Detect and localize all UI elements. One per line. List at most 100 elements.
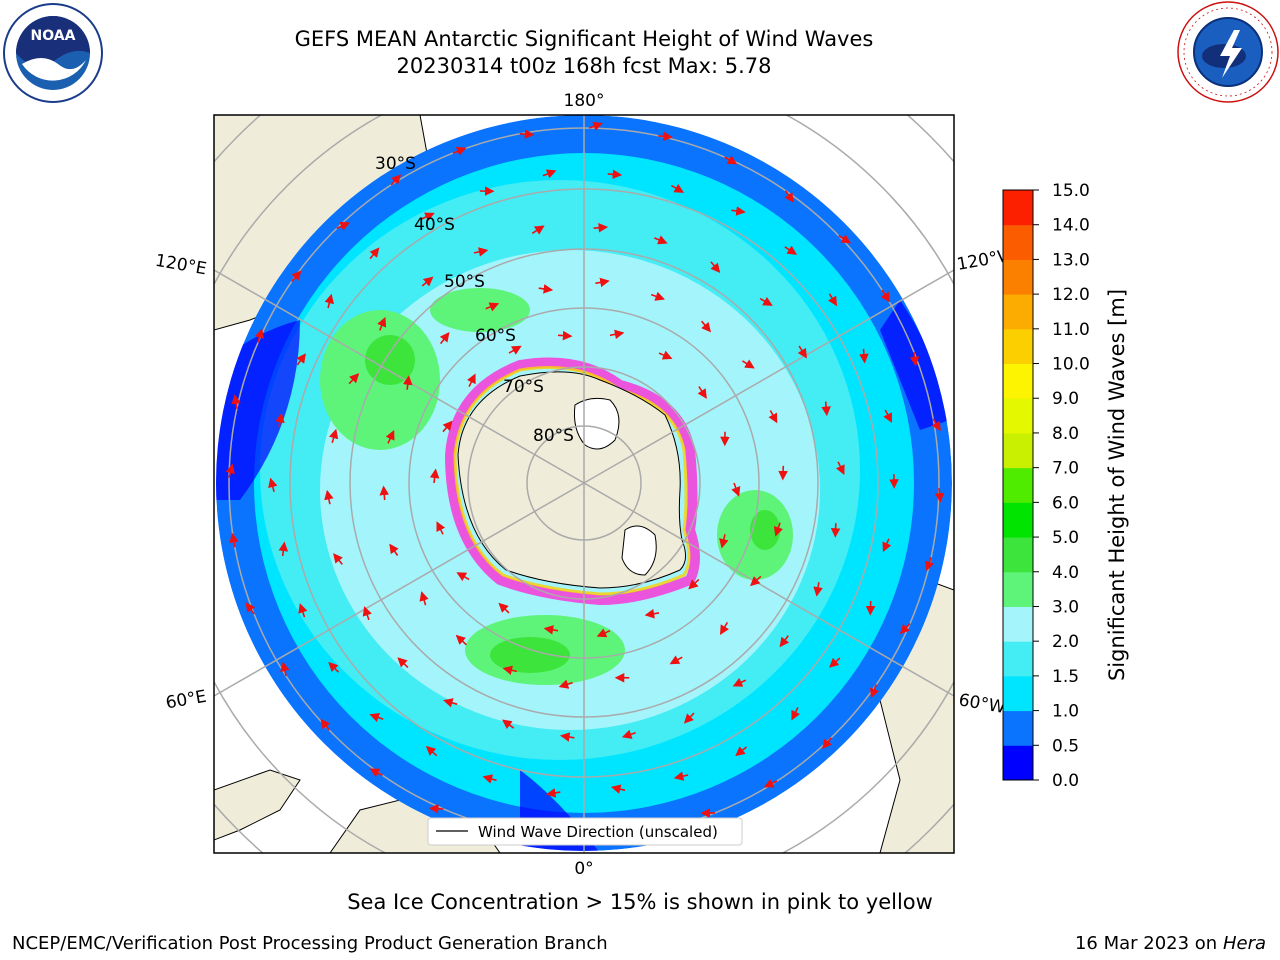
colorbar-tick-label: 5.0 (1052, 528, 1079, 548)
svg-text:NOAA: NOAA (31, 28, 76, 44)
colorbar-tick-label: 11.0 (1052, 320, 1090, 340)
wave-direction-arrow (750, 575, 762, 587)
colorbar-segment (1003, 467, 1033, 503)
wave-direction-arrow (485, 302, 500, 312)
footer-credit: NCEP/EMC/Verification Post Processing Pr… (12, 933, 608, 954)
colorbar-tick-label: 0.5 (1052, 736, 1079, 756)
wave-direction-arrow (731, 206, 746, 216)
colorbar-tick-label: 3.0 (1052, 597, 1079, 617)
wave-direction-arrow (421, 276, 434, 287)
wave-direction-arrow (362, 606, 372, 621)
wave-direction-arrow (428, 803, 444, 814)
wave-direction-arrow (324, 293, 334, 309)
wave-direction-arrow (883, 409, 893, 423)
colorbar-segment (1003, 571, 1033, 607)
chart-title: GEFS MEAN Antarctic Significant Height o… (294, 27, 874, 51)
wave-direction-arrow (595, 277, 610, 288)
sea-ice-caption: Sea Ice Concentration > 15% is shown in … (347, 890, 933, 914)
wave-direction-arrow (390, 174, 402, 186)
wave-direction-arrow (278, 541, 289, 557)
colorbar-segment (1003, 675, 1033, 712)
colorbar-segment (1003, 641, 1033, 677)
wave-direction-arrow (389, 543, 399, 556)
wave-direction-arrow (763, 778, 778, 788)
wave-direction-arrow (324, 489, 334, 505)
footer-date: 16 Mar 2023 on Hera (1075, 933, 1266, 954)
wave-direction-arrow (452, 146, 467, 156)
lat-label-30s: 30°S (375, 154, 416, 174)
wave-direction-arrow (543, 625, 559, 635)
wave-direction-arrow (610, 784, 626, 794)
colorbar-frame (1002, 189, 1034, 781)
wave-direction-arrow (596, 628, 611, 638)
wave-direction-arrow (466, 373, 476, 387)
wave-direction-arrow (502, 665, 517, 675)
wave-direction-arrow (829, 657, 841, 668)
colorbar-segment (1003, 328, 1033, 365)
wave-direction-arrow (609, 329, 625, 340)
colorbar-segment (1003, 294, 1033, 330)
wave-direction-arrow (498, 602, 510, 614)
colorbar-segment (1003, 363, 1033, 399)
chart-subtitle: 20230314 t00z 168h fcst Max: 5.78 (396, 54, 772, 78)
wave-direction-arrow (822, 737, 832, 750)
wave-direction-arrow (439, 332, 450, 345)
wave-direction-arrow (880, 289, 890, 303)
wave-direction-arrow (784, 190, 794, 203)
colorbar-segment (1003, 745, 1033, 781)
wave-direction-arrow (773, 522, 783, 537)
wave-direction-arrow (320, 718, 331, 731)
colorbar-label: Significant Height of Wind Waves [m] (1105, 289, 1129, 681)
wave-direction-arrow (442, 420, 453, 433)
colorbar-tick-label: 8.0 (1052, 424, 1079, 444)
wave-direction-arrow (784, 245, 798, 255)
lat-label-40s: 40°S (414, 215, 455, 235)
map-legend: Wind Wave Direction (unscaled) (427, 817, 743, 846)
wave-direction-arrow (280, 661, 290, 677)
wave-direction-arrow (385, 430, 395, 444)
wave-direction-arrow (621, 729, 636, 739)
colorbar-tick-label: 0.0 (1052, 771, 1079, 791)
colorbar-tick-label: 13.0 (1052, 250, 1090, 270)
wave-direction-arrow (759, 296, 773, 306)
wave-direction-arrow (455, 634, 467, 646)
wave-direction-arrow (658, 131, 673, 142)
wave-direction-arrow (425, 745, 438, 757)
wave-direction-arrow (778, 465, 788, 481)
wave-direction-arrow (835, 461, 845, 475)
wave-direction-arrow (369, 712, 384, 723)
wave-direction-arrow (719, 534, 729, 549)
wave-direction-arrow (254, 328, 265, 343)
wave-direction-arrow (650, 291, 666, 301)
wave-direction-arrow (688, 578, 700, 590)
wave-direction-arrow (719, 621, 729, 635)
colorbar-tick-label: 14.0 (1052, 216, 1090, 236)
wave-direction-arrow (231, 394, 241, 409)
wave-direction-arrow (838, 234, 852, 244)
lat-label-80s: 80°S (533, 426, 574, 446)
wave-direction-arrow (456, 572, 470, 582)
wave-direction-arrow (588, 121, 603, 131)
lat-label-50s: 50°S (444, 272, 485, 292)
colorbar-segment (1003, 259, 1033, 295)
colorbar-tick-label: 15.0 (1052, 181, 1090, 201)
colorbar-tick-label: 10.0 (1052, 355, 1090, 375)
nws-logo (1177, 1, 1279, 103)
wave-direction-arrow (531, 225, 545, 235)
wave-direction-arrow (882, 538, 892, 553)
lon-label-0: 0° (574, 859, 593, 879)
colorbar-tick-label: 9.0 (1052, 389, 1079, 409)
wave-direction-arrow (791, 707, 801, 721)
colorbar-tick-label: 1.0 (1052, 702, 1079, 722)
wave-direction-arrow (644, 608, 660, 619)
noaa-logo: NOAA (3, 3, 103, 103)
wave-direction-arrow (821, 401, 831, 417)
wave-direction-arrow (336, 221, 351, 231)
wave-direction-arrow (369, 247, 380, 260)
wave-direction-arrow (768, 410, 778, 424)
wave-direction-arrow (538, 284, 554, 294)
wave-direction-arrow (275, 412, 285, 428)
colorbar-tick-label: 12.0 (1052, 285, 1090, 305)
wave-direction-arrow (813, 582, 823, 597)
